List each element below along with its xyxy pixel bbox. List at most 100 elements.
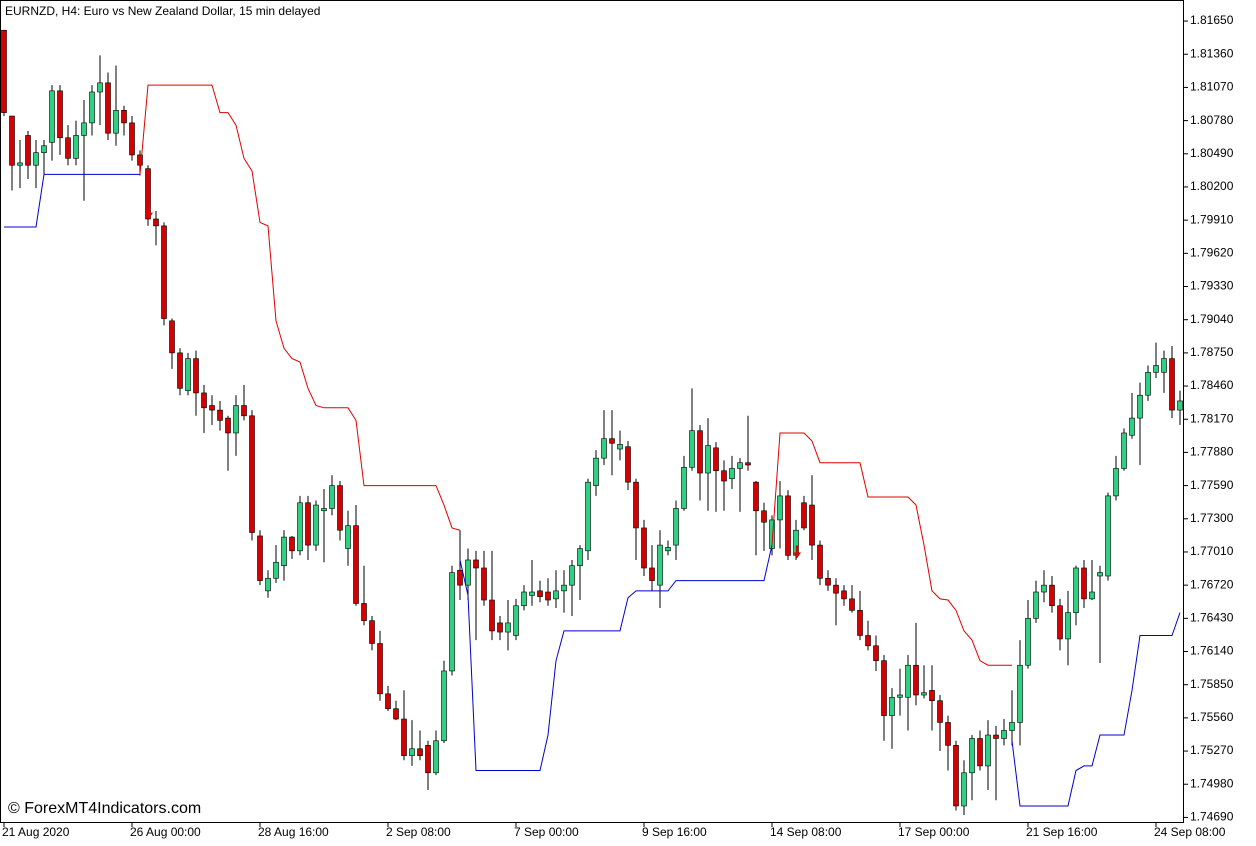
candle-body	[889, 696, 895, 716]
x-tick-label: 9 Sep 16:00	[642, 825, 707, 839]
y-tick-label: 1.81650	[1190, 13, 1234, 27]
y-tick-label: 1.77590	[1190, 478, 1234, 492]
candle-body	[569, 565, 575, 586]
plot-frame	[0, 0, 1184, 823]
candle-body	[721, 470, 727, 482]
candle-body	[33, 152, 39, 166]
x-tick-label: 7 Sep 00:00	[514, 825, 579, 839]
candle-body	[697, 430, 703, 474]
candle-body	[505, 622, 511, 633]
candle-body	[1121, 432, 1127, 469]
candle-body	[401, 718, 407, 756]
candle-body	[521, 591, 527, 607]
candle-body	[377, 643, 383, 695]
candle-body	[641, 527, 647, 569]
candle-body	[449, 572, 455, 672]
candle-body	[601, 438, 607, 459]
candle-body	[913, 664, 919, 696]
candle-body	[153, 218, 159, 227]
candle-body	[473, 559, 479, 569]
candle-body	[1049, 584, 1055, 607]
candle-body	[49, 90, 55, 143]
candle-body	[1081, 567, 1087, 600]
candle-body	[425, 745, 431, 774]
candle-body	[217, 409, 223, 421]
candle-body	[337, 485, 343, 531]
candle-body	[353, 525, 359, 604]
candle-body	[1033, 591, 1039, 619]
candle-body	[65, 137, 71, 159]
candle-body	[41, 145, 47, 153]
candle-body	[1129, 417, 1135, 436]
candle-body	[689, 430, 695, 468]
candle-body	[249, 415, 255, 533]
candle-body	[561, 584, 567, 592]
candle-body	[1057, 605, 1063, 640]
candle-body	[729, 468, 735, 480]
candle-body	[1065, 612, 1071, 640]
candle-body	[777, 495, 783, 521]
candle-body	[737, 462, 743, 469]
candle-body	[801, 502, 807, 529]
candle-body	[929, 690, 935, 702]
candle-body	[193, 358, 199, 394]
candle-body	[89, 91, 95, 124]
candle-body	[705, 445, 711, 474]
candle-body	[321, 508, 327, 512]
candle-body	[825, 577, 831, 586]
candle-body	[1009, 722, 1015, 731]
candle-body	[1073, 567, 1079, 613]
y-tick-label: 1.79330	[1190, 279, 1234, 293]
candle-body	[713, 447, 719, 472]
y-tick-label: 1.75560	[1190, 710, 1234, 724]
candle-body	[633, 481, 639, 529]
y-tick-label: 1.81070	[1190, 80, 1234, 94]
candle-body	[1161, 358, 1167, 373]
candle-body	[1097, 572, 1103, 577]
candle-body	[1153, 365, 1159, 373]
candle-body	[673, 508, 679, 546]
candle-body	[785, 495, 791, 556]
candle-body	[145, 168, 151, 220]
candle-body	[369, 620, 375, 644]
candle-body	[537, 590, 543, 597]
lower-line	[4, 173, 1181, 807]
candle-body	[817, 544, 823, 579]
candle-body	[161, 225, 167, 319]
candle-body	[497, 622, 503, 633]
candle-body	[1089, 591, 1095, 600]
candle-body	[553, 590, 559, 600]
candle-body	[121, 110, 127, 124]
candle-body	[17, 162, 23, 166]
candle-body	[185, 358, 191, 391]
candle-body	[9, 115, 15, 166]
y-tick-label: 1.76140	[1190, 644, 1234, 658]
candle-body	[1025, 618, 1031, 666]
candle-body	[393, 708, 399, 720]
candle-body	[313, 504, 319, 546]
candle-body	[489, 599, 495, 632]
candle-body	[833, 584, 839, 594]
candle-body	[609, 438, 615, 444]
x-tick-label: 26 Aug 00:00	[130, 825, 201, 839]
y-tick-label: 1.80780	[1190, 113, 1234, 127]
candle-body	[513, 605, 519, 636]
candle-body	[385, 693, 391, 710]
y-tick-label: 1.74690	[1190, 810, 1234, 824]
candle-body	[361, 603, 367, 621]
candle-body	[225, 417, 231, 434]
chart-title: EURNZD, H4: Euro vs New Zealand Dollar, …	[5, 4, 320, 18]
candle-body	[1105, 495, 1111, 577]
candle-body	[665, 547, 671, 552]
candle-body	[617, 444, 623, 450]
candle-body	[745, 462, 751, 466]
candle-body	[305, 502, 311, 546]
y-tick-label: 1.74980	[1190, 776, 1234, 790]
candle-body	[953, 745, 959, 807]
candle-body	[1145, 372, 1151, 396]
candle-body	[881, 660, 887, 716]
y-tick-label: 1.80490	[1190, 146, 1234, 160]
watermark: © ForexMT4Indicators.com	[8, 800, 201, 817]
candle-body	[409, 748, 415, 756]
